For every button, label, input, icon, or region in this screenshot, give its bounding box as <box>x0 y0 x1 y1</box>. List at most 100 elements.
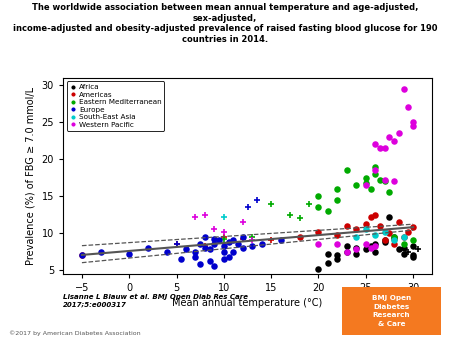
Point <box>372 171 379 177</box>
Point <box>405 249 412 254</box>
Point <box>362 175 369 180</box>
Point <box>324 260 332 265</box>
Point <box>144 245 152 250</box>
Point <box>173 241 180 247</box>
Point <box>225 239 232 245</box>
Point <box>343 249 351 254</box>
Point <box>386 231 393 236</box>
Point <box>287 212 294 217</box>
Point <box>220 234 227 240</box>
Point <box>400 241 407 247</box>
Point <box>410 252 417 258</box>
Point <box>372 212 379 217</box>
Point <box>230 249 237 254</box>
Point <box>381 238 388 243</box>
Point <box>315 241 322 247</box>
Text: BMJ Open
Diabetes
Research
& Care: BMJ Open Diabetes Research & Care <box>372 295 411 327</box>
Point <box>381 229 388 234</box>
Point <box>362 221 369 227</box>
Point <box>400 251 407 257</box>
Point <box>239 245 246 250</box>
Point <box>324 251 332 257</box>
Point <box>315 267 322 272</box>
Point <box>201 234 208 240</box>
Point <box>249 238 256 243</box>
Point <box>376 223 383 228</box>
Point <box>239 234 246 240</box>
Point <box>192 214 199 219</box>
Point <box>391 238 398 243</box>
Point <box>334 197 341 202</box>
Point <box>306 201 313 206</box>
Point <box>381 238 388 243</box>
Point <box>410 244 417 249</box>
Point <box>400 234 407 240</box>
Point <box>381 177 388 183</box>
Legend: Africa, Americas, Eastern Mediterranean, Europe, South-East Asia, Western Pacifi: Africa, Americas, Eastern Mediterranean,… <box>67 81 164 131</box>
Point <box>334 252 341 258</box>
Point <box>391 236 398 242</box>
Text: The worldwide association between mean annual temperature and age-adjusted, sex-: The worldwide association between mean a… <box>13 3 437 44</box>
Point <box>334 186 341 191</box>
Point <box>239 219 246 225</box>
Point <box>249 234 256 240</box>
Point <box>367 245 374 250</box>
Point <box>277 238 284 243</box>
Point <box>400 245 407 250</box>
Point <box>367 214 374 219</box>
Point <box>239 236 246 242</box>
Point <box>220 214 227 219</box>
Point <box>220 229 227 234</box>
X-axis label: Mean annual temperature (°C): Mean annual temperature (°C) <box>172 298 323 308</box>
Point <box>386 134 393 140</box>
Point <box>334 232 341 237</box>
Point <box>173 241 180 247</box>
Point <box>391 234 398 240</box>
Point <box>220 236 227 242</box>
Point <box>391 138 398 143</box>
Point <box>225 254 232 260</box>
Text: Lisanne L Blauw et al. BMJ Open Diab Res Care
2017;5:e000317: Lisanne L Blauw et al. BMJ Open Diab Res… <box>63 294 248 307</box>
Text: ©2017 by American Diabetes Association: ©2017 by American Diabetes Association <box>9 331 140 336</box>
Point <box>353 245 360 250</box>
Point <box>126 251 133 257</box>
Point <box>220 244 227 249</box>
Point <box>353 251 360 257</box>
Point <box>372 142 379 147</box>
Point <box>178 256 185 262</box>
Point <box>334 241 341 247</box>
Point <box>372 164 379 169</box>
Point <box>362 241 369 247</box>
Point <box>353 234 360 240</box>
Y-axis label: Prevalence (%) of FBG ≥ 7.0 mmol/L: Prevalence (%) of FBG ≥ 7.0 mmol/L <box>26 87 36 265</box>
Point <box>249 244 256 249</box>
Point <box>372 244 379 249</box>
Point <box>97 249 104 254</box>
Point <box>197 241 204 247</box>
Point <box>206 259 213 264</box>
Point <box>216 238 223 243</box>
Point <box>395 130 402 136</box>
Point <box>163 249 171 254</box>
Point <box>353 227 360 232</box>
Point <box>197 262 204 267</box>
Point <box>372 232 379 237</box>
Point <box>192 254 199 260</box>
Point <box>372 241 379 247</box>
Point <box>386 190 393 195</box>
Point <box>315 204 322 210</box>
Point <box>414 247 421 252</box>
Point <box>211 227 218 232</box>
Point <box>395 219 402 225</box>
Point <box>343 168 351 173</box>
Point <box>315 193 322 199</box>
Point <box>334 256 341 262</box>
Point <box>211 241 218 247</box>
Point <box>78 252 86 258</box>
Point <box>376 177 383 183</box>
Point <box>367 244 374 249</box>
Point <box>192 249 199 254</box>
Point <box>182 247 189 252</box>
Point <box>405 105 412 110</box>
Point <box>211 236 218 242</box>
